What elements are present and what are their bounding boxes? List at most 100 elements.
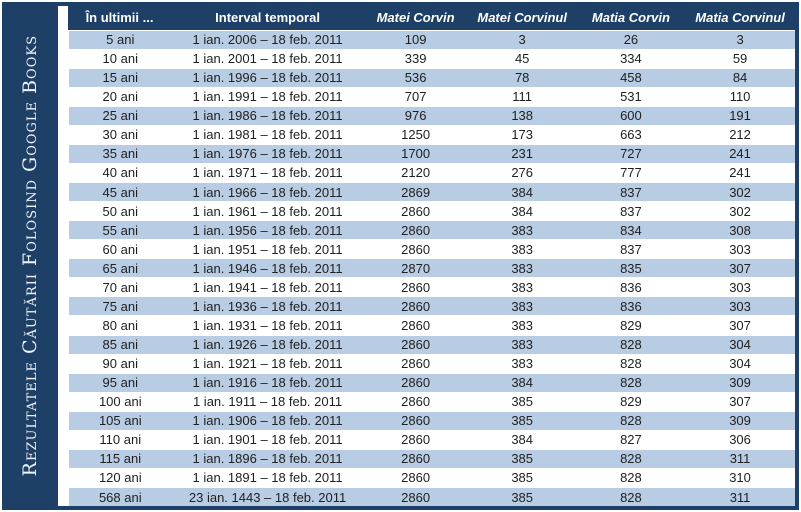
table-row: 30 ani 1 ian. 1981 – 18 feb. 2011 1250 173 6… [65, 125, 795, 145]
interval-cell: 1 ian. 1911 – 18 feb. 2011 [192, 394, 343, 410]
years-cell: 100 ani [65, 392, 172, 412]
matia-corvin-cell: 827 [620, 432, 642, 448]
years-cell: 35 ani [65, 144, 172, 164]
matia-corvinul-cell: 303 [729, 241, 751, 257]
matei-corvin-cell: 2869 [401, 184, 431, 200]
table-row: 20 ani 1 ian. 1991 – 18 feb. 2011 707 111 53… [65, 87, 795, 107]
years-cell: 85 ani [65, 335, 172, 355]
matia-corvin-cell: 663 [620, 127, 642, 143]
matia-corvinul-cell: 307 [729, 394, 751, 410]
matei-corvinul-cell: 384 [511, 203, 534, 219]
matei-corvinul-cell: 383 [511, 222, 534, 238]
matei-corvin-cell: 1250 [401, 127, 431, 143]
matia-corvinul-cell: 212 [729, 127, 751, 143]
interval-cell: 1 ian. 1991 – 18 feb. 2011 [192, 89, 343, 105]
matia-corvin-cell: 600 [620, 108, 642, 124]
matei-corvin-cell: 2860 [401, 298, 431, 314]
matia-corvinul-cell: 308 [729, 222, 751, 238]
matei-corvin-cell: 707 [404, 89, 427, 105]
matia-corvin-cell: 829 [620, 317, 642, 333]
matei-corvinul-cell: 383 [511, 337, 534, 353]
matia-corvin-cell: 836 [620, 279, 642, 295]
table-row: 105 ani 1 ian. 1906 – 18 feb. 2011 2860 385… [65, 411, 795, 431]
table-row: 25 ani 1 ian. 1986 – 18 feb. 2011 976 138 60… [65, 106, 795, 126]
matia-corvinul-cell: 311 [729, 451, 751, 467]
matia-corvinul-cell: 241 [729, 165, 751, 181]
matei-corvin-cell: 2860 [401, 241, 431, 257]
matei-corvin-cell: 2860 [401, 356, 431, 372]
matia-corvinul-cell: 302 [729, 203, 751, 219]
matei-corvinul-cell: 385 [511, 470, 534, 486]
table-row: 100 ani 1 ian. 1911 – 18 feb. 2011 2860 385… [65, 392, 795, 412]
matei-corvinul-cell: 78 [514, 70, 530, 86]
interval-cell: 1 ian. 1966 – 18 feb. 2011 [192, 184, 343, 200]
years-cell: 115 ani [65, 449, 172, 469]
interval-cell: 1 ian. 2006 – 18 feb. 2011 [192, 32, 343, 48]
matia-corvin-cell: 828 [620, 489, 642, 505]
matei-corvinul-cell: 231 [511, 146, 534, 162]
years-cell: 10 ani [65, 49, 172, 69]
interval-cell: 1 ian. 1956 – 18 feb. 2011 [192, 222, 343, 238]
years-cell: 15 ani [65, 68, 172, 88]
table-row: 85 ani 1 ian. 1926 – 18 feb. 2011 2860 383 8… [65, 335, 795, 355]
figure-title-vertical: Rezultatele Căutării Folosind Google Boo… [19, 35, 41, 477]
matia-corvinul-cell: 241 [729, 146, 751, 162]
matei-corvinul-cell: 45 [514, 51, 530, 67]
table-row: 10 ani 1 ian. 2001 – 18 feb. 2011 339 45 334… [65, 49, 795, 69]
years-cell: 40 ani [65, 163, 172, 183]
table-row: 50 ani 1 ian. 1961 – 18 feb. 2011 2860 384 8… [65, 201, 795, 221]
matei-corvin-cell: 2860 [401, 337, 431, 353]
matia-corvinul-cell: 309 [729, 413, 751, 429]
interval-cell: 1 ian. 1951 – 18 feb. 2011 [192, 241, 343, 257]
matei-corvinul-cell: 383 [511, 241, 534, 257]
interval-cell: 1 ian. 1961 – 18 feb. 2011 [192, 203, 343, 219]
matei-corvin-cell: 2860 [401, 394, 431, 410]
table-area: În ultimii ... Interval temporal Matei Cor… [58, 6, 795, 506]
matei-corvin-cell: 2860 [401, 451, 431, 467]
interval-cell: 1 ian. 1941 – 18 feb. 2011 [192, 279, 343, 295]
matei-corvinul-cell: 111 [512, 89, 533, 105]
table-body: 5 ani 1 ian. 2006 – 18 feb. 2011 109 3 26 3 10… [65, 30, 795, 506]
interval-cell: 1 ian. 1891 – 18 feb. 2011 [192, 470, 343, 486]
interval-cell: 1 ian. 1981 – 18 feb. 2011 [192, 127, 343, 143]
years-cell: 80 ani [65, 315, 172, 335]
matia-corvin-cell: 837 [620, 203, 642, 219]
interval-cell: 23 ian. 1443 – 18 feb. 2011 [188, 489, 347, 505]
matei-corvinul-cell: 383 [511, 356, 534, 372]
table-row: 55 ani 1 ian. 1956 – 18 feb. 2011 2860 383 8… [65, 220, 795, 240]
matia-corvinul-cell: 302 [729, 184, 751, 200]
years-cell: 105 ani [65, 411, 172, 431]
matia-corvin-cell: 828 [620, 375, 642, 391]
matei-corvin-cell: 2860 [401, 203, 431, 219]
years-cell: 65 ani [65, 258, 172, 278]
years-cell: 20 ani [65, 87, 172, 107]
matia-corvinul-cell: 303 [729, 298, 751, 314]
matei-corvin-cell: 536 [404, 70, 427, 86]
table-row: 15 ani 1 ian. 1996 – 18 feb. 2011 536 78 458… [65, 68, 795, 88]
matei-corvin-header: Matei Corvin [363, 6, 468, 30]
years-cell: 50 ani [65, 201, 172, 221]
interval-cell: 1 ian. 1896 – 18 feb. 2011 [192, 451, 343, 467]
matia-corvin-cell: 828 [620, 470, 642, 486]
interval-cell: 1 ian. 1946 – 18 feb. 2011 [192, 260, 343, 276]
matei-corvinul-cell: 383 [511, 260, 534, 276]
matia-corvinul-cell: 309 [729, 375, 751, 391]
matia-corvinul-cell: 307 [729, 317, 751, 333]
matia-corvinul-cell: 311 [729, 489, 751, 505]
table-row: 75 ani 1 ian. 1936 – 18 feb. 2011 2860 383 8… [65, 296, 795, 316]
sidebar-title-band: Rezultatele Căutării Folosind Google Boo… [2, 2, 58, 510]
table-row: 35 ani 1 ian. 1976 – 18 feb. 2011 1700 231 7… [65, 144, 795, 164]
table-row: 110 ani 1 ian. 1901 – 18 feb. 2011 2860 384… [65, 430, 795, 450]
matia-corvin-cell: 334 [620, 51, 642, 67]
matia-corvinul-cell: 191 [729, 108, 751, 124]
header-row: În ultimii ... Interval temporal Matei Cor… [67, 6, 795, 30]
matia-corvinul-header: Matia Corvinul [685, 6, 795, 30]
matei-corvinul-cell: 3 [518, 32, 526, 48]
matei-corvin-cell: 2860 [401, 470, 431, 486]
matia-corvin-cell: 828 [620, 356, 642, 372]
years-cell: 95 ani [65, 373, 172, 393]
matia-corvin-cell: 828 [620, 413, 642, 429]
table-row: 40 ani 1 ian. 1971 – 18 feb. 2011 2120 276 7… [65, 163, 795, 183]
interval-cell: 1 ian. 1936 – 18 feb. 2011 [192, 298, 343, 314]
